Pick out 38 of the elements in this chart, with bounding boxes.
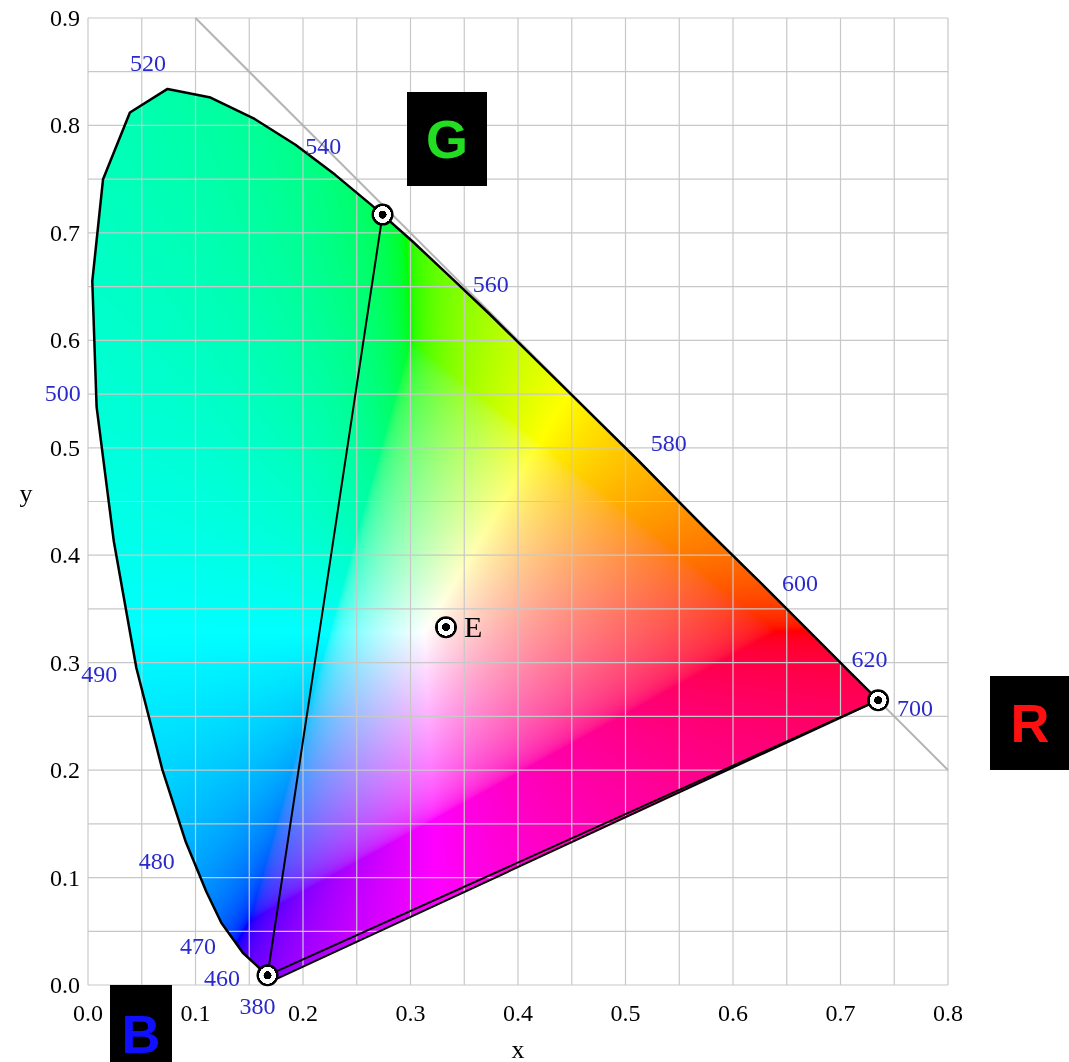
y-tick-label: 0.3 [50,649,80,676]
annotation: 380 [239,993,276,1020]
y-tick-label: 0.1 [50,864,80,891]
y-tick-label: 0.6 [50,327,80,354]
y-tick-label: 0.8 [50,112,80,139]
text: R [1010,693,1050,753]
x-tick-label: 0.2 [288,1000,318,1026]
y-tick-label: 0.0 [50,972,80,998]
annotation: 500 [44,380,81,407]
y-tick-label: 0.7 [50,219,80,246]
annotation: 700 [896,694,933,721]
x-axis-title: x [511,1035,525,1062]
x-tick-label: 0.5 [610,1000,641,1026]
annotation: 540 [305,133,342,160]
x-tick-label: 0.8 [933,1000,963,1026]
annotation: 490 [81,661,118,688]
annotation: 480 [138,848,175,875]
y-axis-title: y [19,478,33,508]
y-tick-label: 0.2 [50,757,80,784]
annotation: 560 [472,270,509,297]
x-tick-label: 0.3 [395,1000,426,1026]
annotation: 460 [203,964,240,991]
y-tick-label: 0.4 [50,542,80,569]
y-tick-label: 0.5 [50,434,80,461]
annotation: 620 [851,645,888,672]
x-tick-label: 0.0 [73,1000,103,1026]
x-tick-label: 0.6 [718,1000,748,1026]
annotation: 470 [179,933,216,960]
x-tick-label: 0.7 [825,1000,856,1026]
annotation: 600 [781,569,818,596]
annotation: G [425,109,469,169]
y-tick-label: 0.9 [50,5,80,31]
annotation: E [463,610,483,644]
annotation: 580 [650,429,687,456]
x-tick-label: 0.1 [180,1000,211,1026]
text: B [121,1004,161,1062]
annotation: 520 [129,50,166,77]
x-tick-label: 0.4 [503,1000,533,1026]
